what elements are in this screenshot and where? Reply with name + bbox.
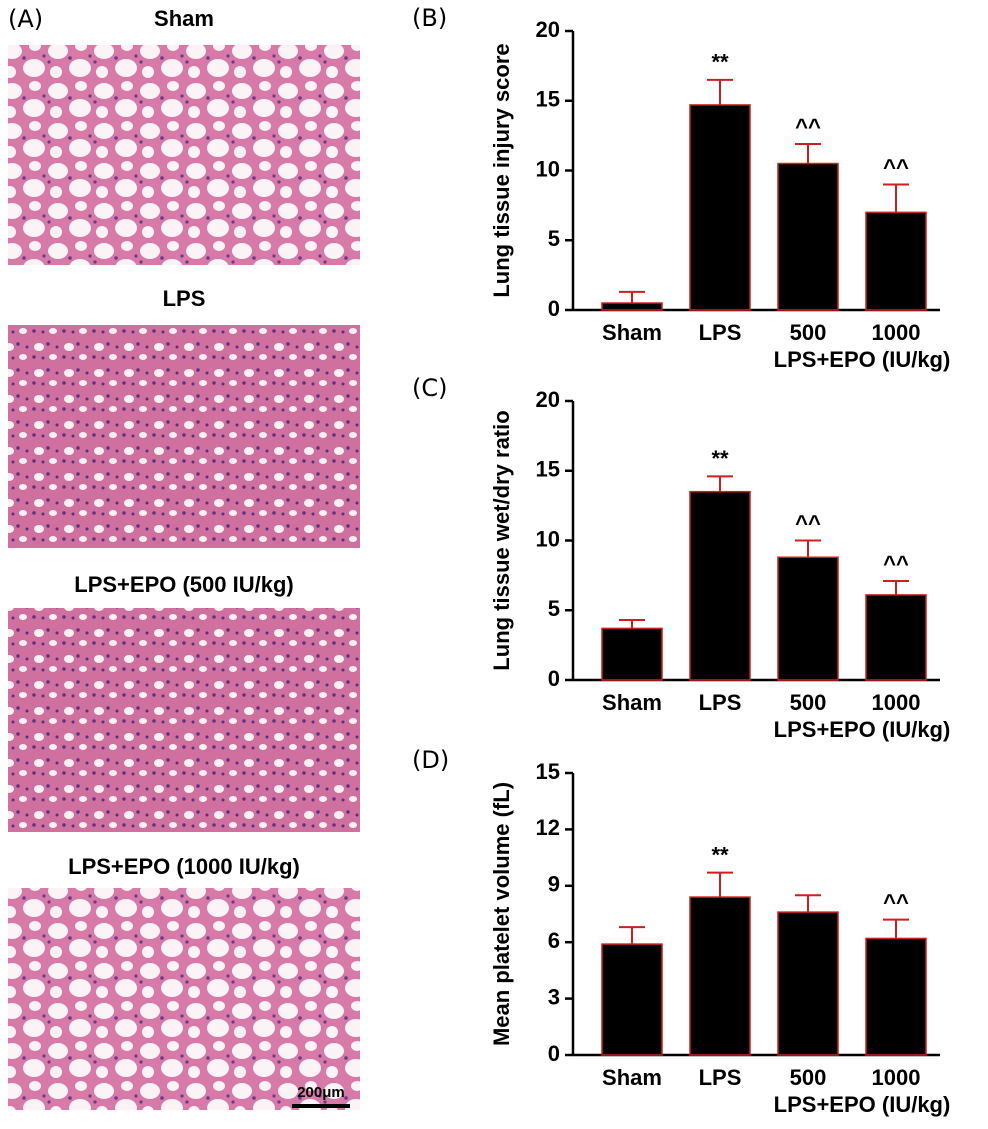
group-label: LPS+EPO (IU/kg): [774, 347, 951, 372]
bar: [689, 896, 751, 1056]
image-title: LPS: [163, 286, 206, 311]
bar: [777, 162, 839, 311]
panel-label: (B): [412, 4, 447, 32]
y-tick-label: 20: [536, 17, 560, 42]
bar: [865, 594, 927, 681]
x-tick-label: Sham: [602, 320, 662, 345]
y-tick-label: 0: [548, 1041, 560, 1066]
x-tick-label: Sham: [602, 1065, 662, 1090]
image-title: LPS+EPO (1000 IU/kg): [68, 854, 300, 879]
scale-bar-label: 200μm: [297, 1084, 345, 1101]
x-tick-label: LPS: [699, 1065, 742, 1090]
y-tick-label: 12: [536, 815, 560, 840]
x-tick-label: 500: [790, 690, 827, 715]
x-tick-label: LPS: [699, 690, 742, 715]
y-tick-label: 20: [536, 387, 560, 412]
x-tick-label: 500: [790, 1065, 827, 1090]
y-tick-label: 10: [536, 156, 560, 181]
significance-label: ^^: [883, 889, 909, 914]
y-tick-label: 0: [548, 666, 560, 691]
y-axis-label: Mean platelet volume (fL): [489, 782, 514, 1046]
x-tick-label: 1000: [872, 690, 921, 715]
x-tick-label: LPS: [699, 320, 742, 345]
x-tick-label: Sham: [602, 690, 662, 715]
histology-image: [8, 888, 360, 1110]
group-label: LPS+EPO (IU/kg): [774, 1092, 951, 1117]
x-tick-label: 1000: [872, 1065, 921, 1090]
x-tick-label: 500: [790, 320, 827, 345]
histology-image: [8, 45, 360, 265]
y-tick-label: 15: [536, 759, 560, 784]
y-tick-label: 9: [548, 872, 560, 897]
y-tick-label: 0: [548, 296, 560, 321]
y-tick-label: 15: [536, 87, 560, 112]
x-tick-label: 1000: [872, 320, 921, 345]
y-tick-label: 10: [536, 526, 560, 551]
image-title: LPS+EPO (500 IU/kg): [74, 572, 293, 597]
y-tick-label: 5: [548, 226, 560, 251]
histology-image: [8, 608, 360, 832]
significance-label: **: [711, 446, 729, 471]
significance-label: ^^: [795, 114, 821, 139]
histology-image: [8, 325, 360, 548]
significance-label: ^^: [883, 154, 909, 179]
y-tick-label: 15: [536, 457, 560, 482]
bar: [777, 911, 839, 1056]
bar: [689, 104, 751, 311]
bar: [601, 943, 663, 1056]
bar: [865, 937, 927, 1056]
bar: [601, 627, 663, 681]
image-title: Sham: [154, 6, 214, 31]
y-axis-label: Lung tissue wet/dry ratio: [489, 410, 514, 670]
panel-label: (D): [412, 746, 449, 774]
significance-label: ^^: [883, 551, 909, 576]
bar: [865, 211, 927, 311]
panel-label: (A): [8, 5, 43, 33]
y-axis-label: Lung tissue injury score: [489, 43, 514, 297]
bar: [689, 490, 751, 681]
y-tick-label: 6: [548, 928, 560, 953]
significance-label: **: [711, 842, 729, 867]
panel-label: (C): [412, 374, 447, 402]
significance-label: **: [711, 50, 729, 75]
group-label: LPS+EPO (IU/kg): [774, 717, 951, 742]
bar: [777, 556, 839, 681]
bar: [601, 302, 663, 311]
y-tick-label: 3: [548, 984, 560, 1009]
y-tick-label: 5: [548, 596, 560, 621]
significance-label: ^^: [795, 510, 821, 535]
